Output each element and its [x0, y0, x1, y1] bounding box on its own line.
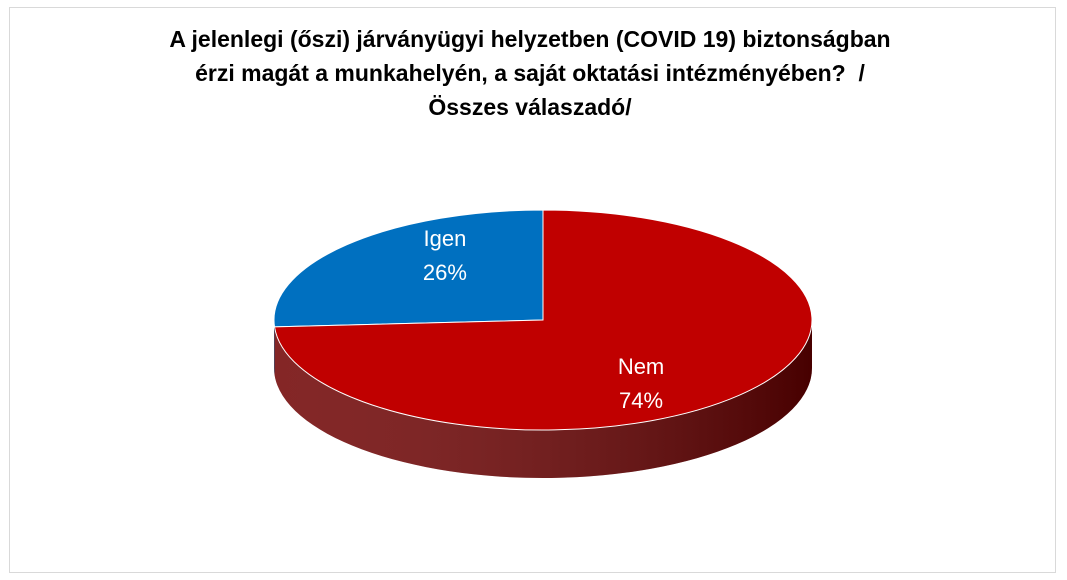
chart-frame — [9, 7, 1056, 573]
slice-value-label: 26% — [423, 260, 467, 285]
slice — [273, 209, 544, 328]
slice — [273, 209, 813, 431]
slice-category-label: Nem — [618, 354, 664, 379]
slice-category-label: Igen — [424, 226, 467, 251]
slice-side-shade — [274, 320, 812, 478]
chart-title: A jelenlegi (őszi) járványügyi helyzetbe… — [169, 26, 897, 120]
slice-side-shade — [274, 320, 275, 375]
slice-value-label: 74% — [619, 388, 663, 413]
